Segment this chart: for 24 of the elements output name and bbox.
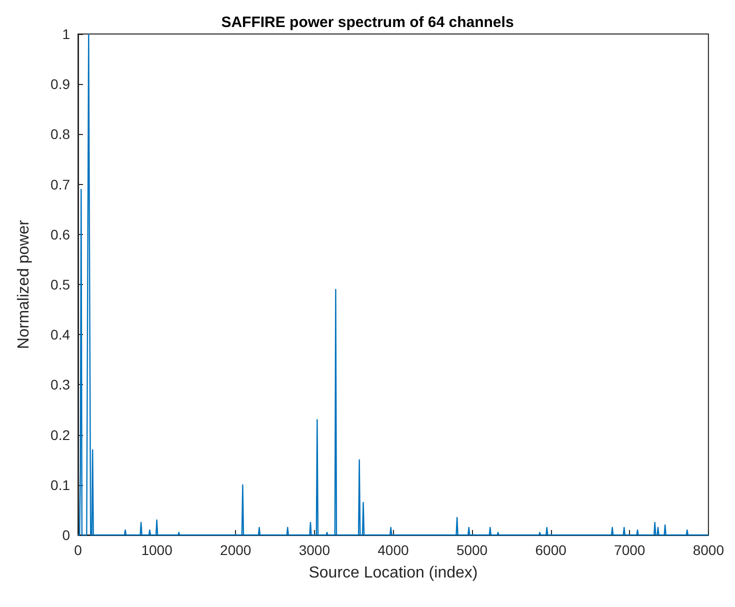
x-tick-label: 3000 bbox=[298, 542, 330, 558]
y-tick-label: 0.1 bbox=[50, 476, 70, 493]
x-tick-label: 4000 bbox=[378, 542, 409, 558]
x-tick-label: 5000 bbox=[456, 542, 488, 558]
chart-title: SAFFIRE power spectrum of 64 channels bbox=[221, 14, 514, 31]
x-tick-label: 6000 bbox=[535, 542, 567, 558]
y-tick-label: 1 bbox=[62, 26, 70, 42]
y-tick-label: 0.8 bbox=[50, 126, 70, 142]
line-series bbox=[77, 33, 710, 536]
y-axis-title: Normalized power bbox=[16, 219, 32, 349]
y-tick-label: 0.9 bbox=[50, 76, 70, 92]
y-tick-label: 0.5 bbox=[50, 276, 70, 292]
x-tick-label: 0 bbox=[74, 542, 82, 558]
y-tick-label: 0.6 bbox=[50, 226, 70, 242]
y-tick-label: 0.7 bbox=[50, 176, 70, 192]
y-tick-label: 0.4 bbox=[50, 326, 70, 343]
y-tick-label: 0 bbox=[62, 527, 70, 543]
x-axis-title: Source Location (index) bbox=[308, 564, 478, 582]
x-tick-label: 2000 bbox=[220, 542, 252, 558]
x-tick-label: 8000 bbox=[692, 542, 724, 558]
y-tick-label: 0.3 bbox=[50, 376, 70, 393]
x-tick-label: 1000 bbox=[141, 542, 173, 558]
x-tick-label: 7000 bbox=[614, 542, 646, 558]
y-tick-label: 0.2 bbox=[50, 426, 70, 443]
